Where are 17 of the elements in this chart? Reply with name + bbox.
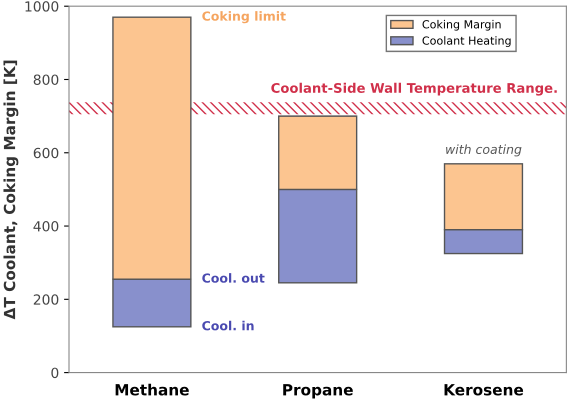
x-tick-label: Kerosene bbox=[444, 384, 524, 396]
legend-label: Coking Margin bbox=[422, 20, 501, 31]
y-tick-label: 600 bbox=[34, 148, 58, 158]
y-axis-title: ΔT Coolant, Coking Margin [K] bbox=[3, 60, 18, 320]
x-tick-label: Methane bbox=[116, 384, 189, 396]
x-tick-label: Propane bbox=[283, 384, 353, 398]
annotation: Cool. out bbox=[202, 273, 265, 283]
y-tick-label: 0 bbox=[51, 368, 58, 378]
y-tick-label: 400 bbox=[33, 221, 58, 232]
annotation: Coking limit bbox=[202, 11, 286, 24]
legend-label: Coolant Heating bbox=[422, 36, 511, 47]
y-tick-label: 800 bbox=[34, 74, 58, 85]
y-tick-label: 200 bbox=[34, 294, 58, 305]
annotation: with coating bbox=[446, 144, 522, 156]
annotation: Cool. in bbox=[202, 320, 254, 330]
band-label: Coolant-Side Wall Temperature Range. bbox=[271, 82, 557, 96]
y-tick-label: 1000 bbox=[25, 1, 58, 12]
